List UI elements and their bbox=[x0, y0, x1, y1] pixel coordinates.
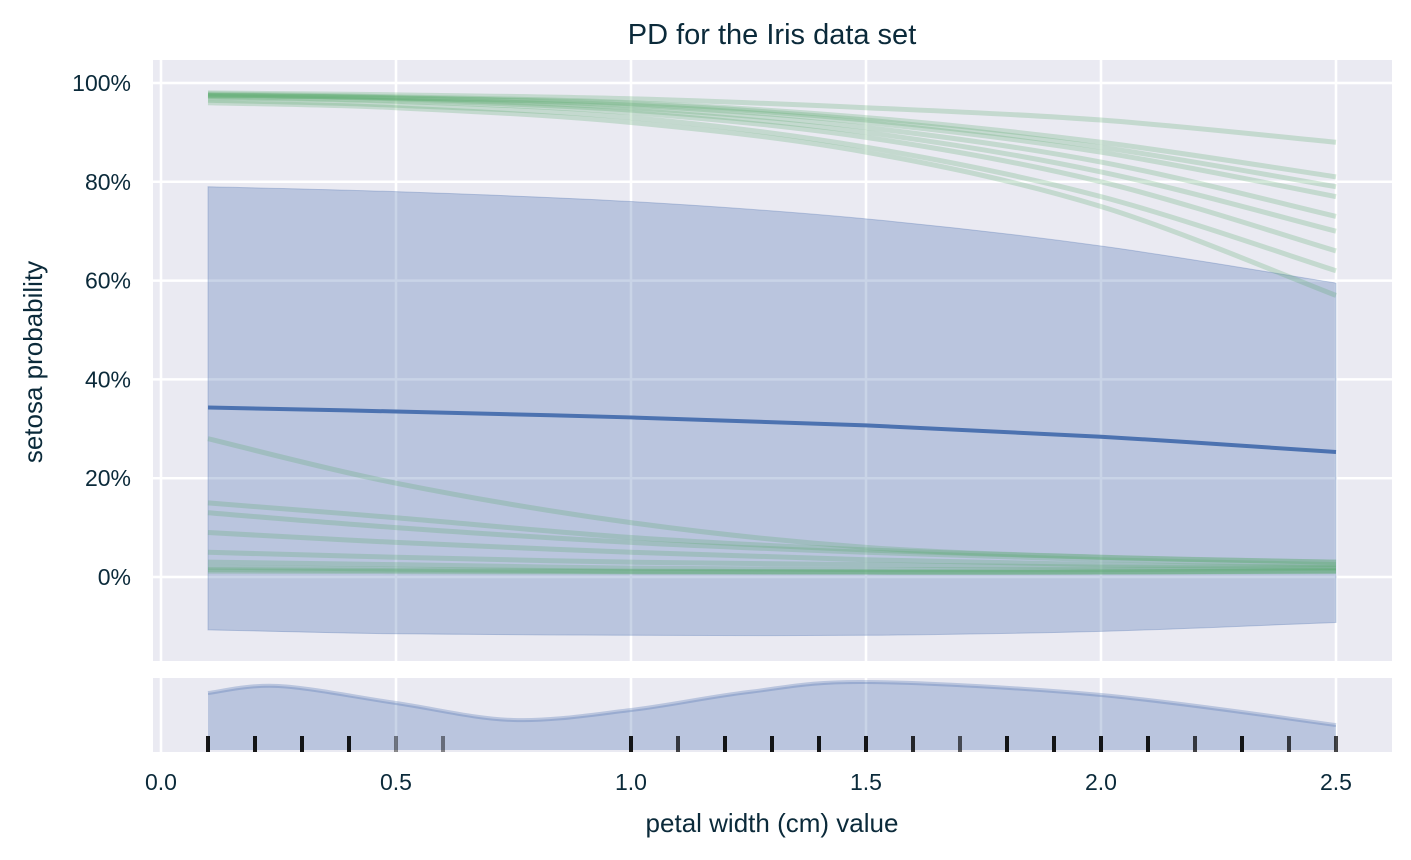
ice-curve bbox=[207, 95, 1337, 254]
y-tick-label: 40% bbox=[85, 366, 131, 392]
ice-curve bbox=[207, 500, 1337, 565]
density-line bbox=[207, 679, 1337, 727]
ice-curve bbox=[207, 567, 1337, 575]
x-tick-label: 0.5 bbox=[380, 769, 412, 795]
x-axis-label: petal width (cm) value bbox=[646, 808, 899, 838]
x-tick-label: 2.0 bbox=[1085, 769, 1117, 795]
y-tick-label: 100% bbox=[72, 70, 131, 96]
ice-curve bbox=[207, 92, 1337, 200]
ice-curve bbox=[207, 564, 1337, 575]
chart-title: PD for the Iris data set bbox=[628, 19, 917, 51]
density-area bbox=[208, 681, 1336, 750]
ice-curve bbox=[207, 93, 1337, 234]
x-tick-label: 0.0 bbox=[145, 769, 177, 795]
ice-curve bbox=[207, 510, 1337, 568]
ice-curve bbox=[207, 549, 1337, 570]
ice-curve bbox=[207, 92, 1337, 219]
ice-curve bbox=[207, 97, 1337, 274]
ice-curve bbox=[207, 90, 1337, 145]
ice-curve bbox=[207, 568, 1337, 575]
y-tick-label: 60% bbox=[85, 268, 131, 294]
y-tick-label: 0% bbox=[98, 564, 131, 590]
main-plot-area bbox=[153, 60, 1392, 661]
y-tick-label: 80% bbox=[85, 169, 131, 195]
y-axis-label: setosa probability bbox=[18, 261, 48, 463]
ice-curve bbox=[207, 436, 1337, 565]
ice-curve bbox=[207, 530, 1337, 570]
ice-curve bbox=[207, 100, 1337, 298]
y-tick-label: 20% bbox=[85, 465, 131, 491]
x-tick-label: 2.5 bbox=[1320, 769, 1352, 795]
x-tick-label: 1.5 bbox=[850, 769, 882, 795]
ice-curve bbox=[207, 91, 1337, 180]
confidence-band bbox=[207, 186, 1337, 637]
pd-mean-line bbox=[207, 405, 1337, 455]
x-tick-label: 1.0 bbox=[615, 769, 647, 795]
ice-curve bbox=[207, 92, 1337, 190]
ice-curve bbox=[207, 559, 1337, 573]
